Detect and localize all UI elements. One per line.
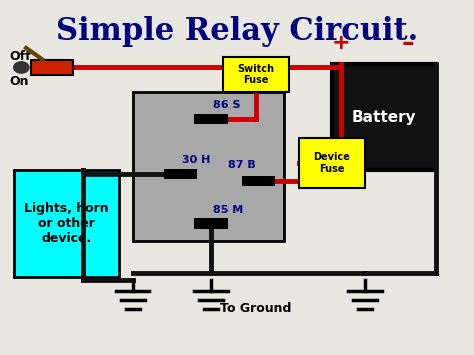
Text: Lights, horn
or other
device.: Lights, horn or other device. xyxy=(24,202,109,245)
Text: Device
Fuse: Device Fuse xyxy=(313,153,350,174)
Bar xyxy=(164,169,197,179)
Bar xyxy=(242,176,275,186)
Text: To Ground: To Ground xyxy=(220,302,292,315)
Circle shape xyxy=(14,62,29,73)
Text: Battery: Battery xyxy=(352,110,416,125)
Bar xyxy=(332,64,436,170)
Text: On: On xyxy=(9,75,29,88)
Bar xyxy=(223,57,289,92)
Text: Off: Off xyxy=(9,50,31,63)
Text: 85 M: 85 M xyxy=(213,205,244,215)
Bar xyxy=(31,60,73,75)
Text: 30 H: 30 H xyxy=(182,155,211,165)
Bar xyxy=(299,138,365,188)
Text: Simple Relay Circuit.: Simple Relay Circuit. xyxy=(56,16,418,47)
Bar xyxy=(14,170,118,277)
Text: 87 B: 87 B xyxy=(228,160,256,170)
Text: –: – xyxy=(401,31,414,55)
Bar xyxy=(133,92,284,241)
Text: Switch
Fuse: Switch Fuse xyxy=(237,64,274,85)
Bar xyxy=(194,218,228,229)
Text: 86 S: 86 S xyxy=(213,100,241,110)
Bar xyxy=(194,114,228,124)
Text: +: + xyxy=(332,33,351,53)
